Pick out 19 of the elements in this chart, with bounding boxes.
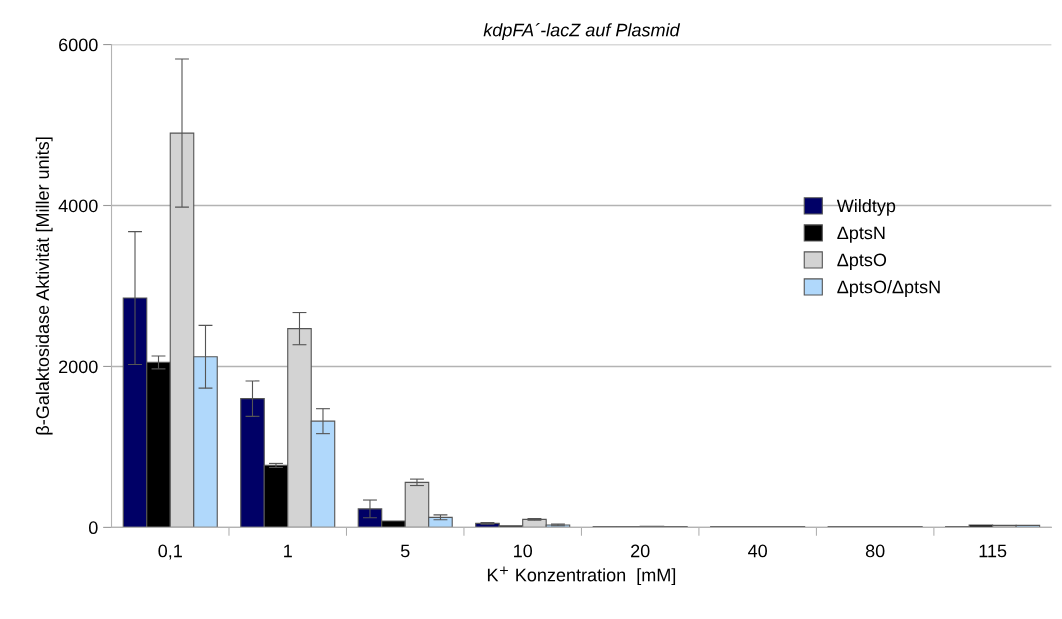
x-tick-label: 115	[979, 544, 1007, 558]
y-axis-title: β-Galaktosidase Aktivität [Miller units]	[35, 137, 53, 435]
legend-label: Wildtyp	[836, 198, 896, 216]
x-tick-label: 40	[748, 544, 768, 558]
x-tick-label: 1	[284, 544, 292, 558]
legend-label: ΔptsO	[837, 253, 887, 270]
y-tick-label: 0	[88, 521, 98, 535]
y-tick-label: 2000	[59, 360, 98, 374]
x-tick-label: 80	[865, 544, 885, 558]
x-tick-label: 20	[631, 544, 650, 558]
x-tick-label: 0,1	[158, 544, 182, 560]
chart-title: kdpFA´-lacZ auf Plasmid	[483, 22, 681, 40]
y-tick-label: 6000	[59, 38, 98, 52]
y-tick-label: 4000	[58, 199, 98, 213]
x-tick-label: 5	[400, 544, 410, 558]
x-tick-label: 10	[514, 544, 533, 558]
legend-label: ΔptsO/ΔptsN	[837, 280, 940, 297]
x-axis-title: K$^{+}$ Konzentration [mM]	[487, 566, 676, 586]
legend-label: ΔptsN	[837, 226, 885, 243]
